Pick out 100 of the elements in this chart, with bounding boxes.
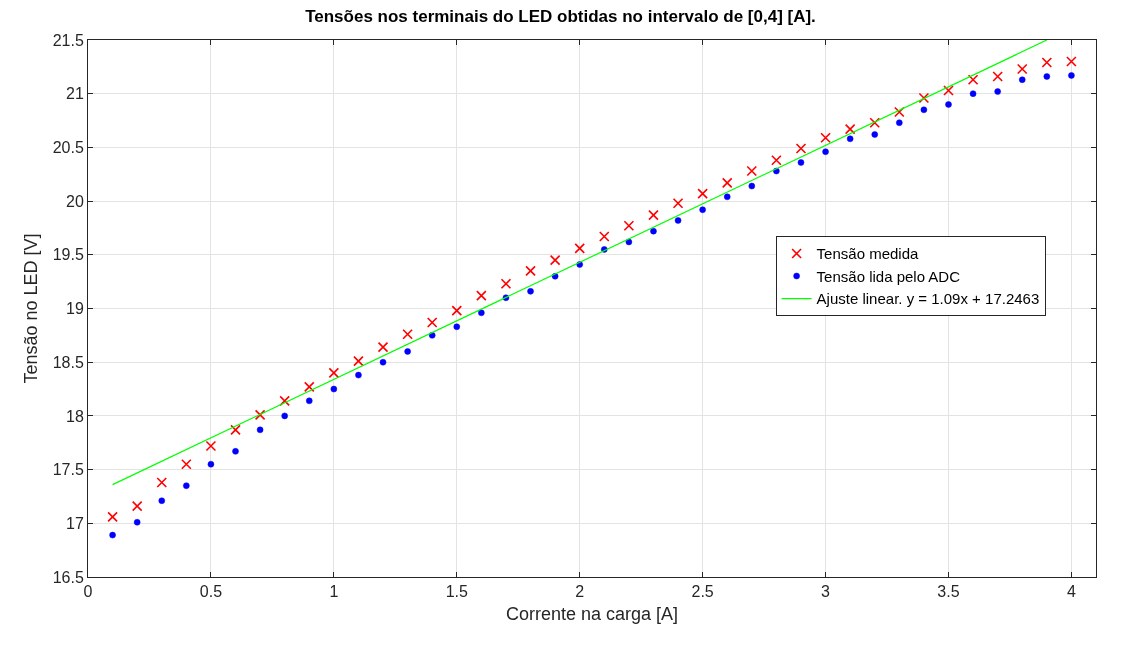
point	[945, 101, 952, 108]
point	[478, 309, 485, 317]
point	[1068, 72, 1075, 79]
x-tick-label: 2.5	[691, 583, 714, 601]
point	[894, 106, 905, 118]
point	[156, 477, 168, 488]
x-tick-label: 1.5	[445, 583, 468, 601]
point	[969, 90, 977, 97]
point	[723, 193, 731, 201]
point	[279, 395, 290, 407]
x-tick-label: 4	[1066, 583, 1076, 601]
x-axis-title: Corrente na carga [A]	[505, 604, 679, 625]
point	[158, 497, 166, 504]
point	[648, 209, 659, 221]
y-tick-label: 17	[66, 514, 84, 532]
point	[527, 288, 534, 295]
point	[453, 323, 461, 331]
x-tick-label: 1	[329, 583, 339, 601]
x-tick-label: 3	[821, 583, 831, 601]
point	[699, 206, 706, 213]
point	[353, 355, 364, 367]
y-tick-label: 19	[66, 300, 84, 318]
point	[721, 177, 733, 189]
point	[256, 426, 264, 434]
point	[920, 106, 928, 114]
point	[330, 385, 338, 393]
point	[771, 154, 782, 166]
point	[1043, 73, 1051, 80]
x-tick-label: 0.5	[199, 583, 223, 601]
point	[402, 328, 413, 340]
point	[306, 397, 313, 405]
point	[820, 132, 831, 144]
point	[650, 227, 657, 235]
point	[871, 131, 878, 138]
y-tick-label: 20.5	[52, 139, 84, 156]
y-axis-title: Tensão no LED [V]	[20, 233, 41, 384]
point	[183, 482, 190, 489]
point	[1041, 57, 1053, 68]
x-tick-label: 2	[575, 583, 585, 601]
point	[500, 278, 512, 290]
point	[943, 85, 954, 96]
point	[746, 165, 758, 177]
point	[181, 458, 192, 470]
point	[797, 159, 805, 166]
point	[205, 440, 217, 452]
legend-label: Tensão lida pelo ADC	[816, 267, 961, 285]
point	[525, 265, 536, 277]
point	[625, 238, 633, 246]
point	[328, 367, 340, 379]
point	[451, 305, 463, 316]
point	[133, 518, 141, 526]
point	[674, 217, 682, 224]
point	[281, 412, 288, 420]
y-tick-label: 18.5	[52, 353, 84, 371]
y-tick-label: 19.5	[52, 246, 84, 264]
point	[1016, 63, 1028, 75]
point	[131, 500, 143, 512]
x-tick-label: 3.5	[937, 583, 960, 601]
y-tick-label: 21	[66, 85, 84, 103]
point	[598, 231, 610, 242]
point	[404, 348, 411, 355]
y-tick-label: 20	[66, 192, 84, 210]
point	[967, 74, 979, 86]
point	[623, 220, 635, 232]
point	[379, 358, 387, 366]
point	[844, 123, 856, 135]
x-tick-label: 0	[83, 583, 93, 601]
point	[1018, 76, 1026, 83]
point	[355, 371, 362, 379]
point	[896, 119, 903, 126]
legend-label: Ajuste linear. y = 1.09x + 17.2463	[816, 290, 1040, 308]
y-tick-label: 16.5	[52, 568, 84, 586]
point	[672, 197, 684, 209]
point	[109, 531, 116, 539]
point	[574, 243, 586, 254]
y-tick-label: 18	[66, 407, 84, 425]
point	[426, 317, 438, 328]
point	[822, 148, 829, 155]
point	[846, 135, 854, 143]
point	[1066, 56, 1077, 67]
point	[795, 143, 807, 154]
point	[207, 460, 215, 468]
point	[303, 381, 315, 393]
point	[254, 409, 266, 421]
point	[549, 254, 561, 266]
legend-label: Tensão medida	[816, 245, 919, 263]
point	[232, 448, 239, 455]
point	[869, 117, 881, 128]
point	[994, 88, 1001, 95]
point	[230, 424, 241, 436]
chart-title: Tensões nos terminais do LED obtidas no intervalo de [0,4] [A].	[305, 6, 816, 26]
y-tick-label: 21.5	[52, 31, 84, 49]
point	[992, 71, 1003, 82]
y-tick-label: 17.5	[52, 461, 84, 479]
point	[748, 182, 756, 190]
point	[476, 290, 487, 301]
point	[697, 188, 708, 199]
point	[107, 511, 118, 523]
point	[377, 341, 389, 353]
point	[918, 92, 930, 104]
